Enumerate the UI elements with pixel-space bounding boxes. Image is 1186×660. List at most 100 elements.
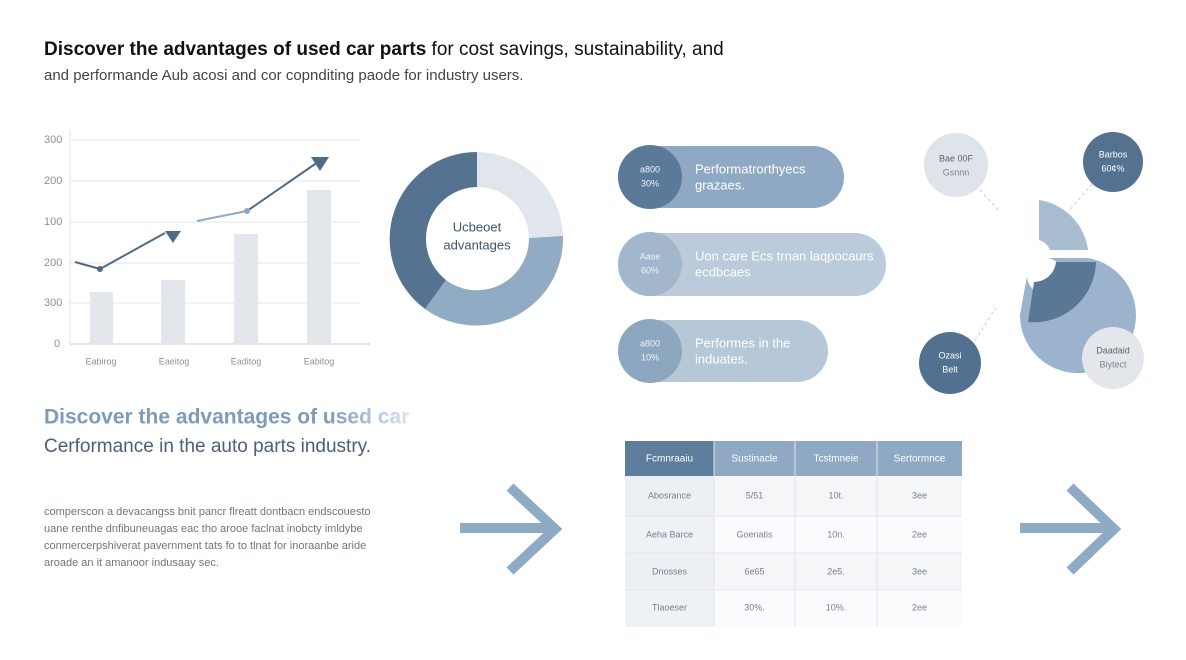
- table-header-text: Tcstmneie: [813, 454, 858, 465]
- bubble-text: Biytect: [1099, 359, 1127, 369]
- y-tick-label: 300: [44, 134, 62, 146]
- pill-list: a800 30% Performatrorthyecs grazaes. Aas…: [618, 145, 886, 383]
- bar: [307, 190, 331, 344]
- table-cell: 6e65: [744, 566, 764, 576]
- connector: [1067, 183, 1093, 213]
- trend-marker: [165, 231, 181, 243]
- bubble-diagram: Bae 00F Gsnnn Barbos 60¢% Ozasi Belt Daa…: [919, 132, 1144, 394]
- badge-text: 60%: [641, 265, 659, 275]
- bubble-text: Daadaid: [1096, 345, 1130, 355]
- table-cell: Goenatis: [736, 529, 773, 539]
- bubble-text: Ozasi: [938, 350, 961, 360]
- donut-segment: [389, 151, 477, 309]
- bubble-text: Gsnnn: [943, 167, 970, 177]
- bar: [234, 234, 258, 344]
- x-label: Eaeitog: [159, 356, 190, 366]
- table-cell: 10n.: [827, 529, 845, 539]
- connector: [979, 189, 1001, 213]
- bar: [90, 292, 113, 344]
- table-text: Fcmnraaiu Sustinacle Tcstmneie Sertormnce Ab…: [646, 454, 946, 613]
- table-cell: 2e5.: [827, 566, 845, 576]
- table-header-text: Sertormnce: [894, 454, 946, 465]
- bubble-text: Belt: [942, 364, 958, 374]
- pie-segment: [1028, 262, 1096, 323]
- badge-text: 30%: [641, 178, 659, 188]
- x-label: Eabirog: [85, 356, 116, 366]
- bubble: [924, 133, 988, 197]
- bubble-text: Barbos: [1099, 149, 1128, 159]
- trend-line: [246, 161, 319, 212]
- trend-line: [74, 232, 166, 271]
- x-label: Eaditog: [231, 356, 262, 366]
- table-cell: 5/51: [746, 490, 764, 500]
- badge-text: Aase: [640, 251, 661, 261]
- trend-point: [244, 208, 250, 214]
- line-bar-chart: 300 200 100 200 300 0 Eabirog Eaeitog Ea…: [44, 130, 370, 366]
- pill-text: induates.: [695, 351, 748, 366]
- badge-text: 10%: [641, 352, 659, 362]
- connector: [974, 307, 997, 341]
- bar: [161, 280, 185, 344]
- table-cell: 30%.: [744, 602, 765, 612]
- bubble: [919, 332, 981, 394]
- table-cell: Abosrance: [648, 490, 691, 500]
- pill-text: Uon care Ecs trnan laqpocaurs: [695, 248, 874, 263]
- table-cell: 3ee: [912, 490, 927, 500]
- pill-text: grazaes.: [695, 177, 745, 192]
- trend-line: [196, 210, 248, 222]
- pill-badge: [618, 145, 682, 209]
- table-header-text: Sustinacle: [731, 454, 778, 465]
- donut-label: Ucbeoet: [453, 219, 502, 234]
- y-tick-label: 100: [44, 216, 62, 228]
- section-subheading: Cerformance in the auto parts industry.: [44, 436, 371, 457]
- paragraph-line: comperscon a devacangss bnit pancr flrea…: [44, 506, 371, 518]
- table-header-text: Fcmnraaiu: [646, 454, 693, 465]
- table-cell: Aeha Barce: [646, 529, 693, 539]
- x-label: Eabitog: [304, 356, 335, 366]
- donut-segment: [477, 152, 563, 238]
- title-bold: Discover the advantages of used car part…: [44, 39, 426, 60]
- table-cell: Dnosses: [652, 566, 688, 576]
- paragraph-line: conmercerpshiverat pavernment tats fo to…: [44, 540, 366, 552]
- trend-marker: [311, 157, 329, 171]
- badge-text: a800: [640, 338, 660, 348]
- bubble-text: 60¢%: [1101, 163, 1124, 173]
- pill: [618, 233, 886, 296]
- table-header-cell: [625, 441, 714, 476]
- donut-label: advantages: [443, 237, 511, 252]
- bubble: [1083, 132, 1143, 192]
- y-tick-label: 0: [54, 338, 60, 350]
- pill-text: Performes in the: [695, 335, 790, 350]
- pill-badge: [618, 319, 682, 383]
- pill-text: Performatrorthyecs: [695, 161, 806, 176]
- y-tick-label: 200: [44, 175, 62, 187]
- y-tick-label: 300: [44, 297, 62, 309]
- donut-segment: [425, 236, 564, 326]
- arrow: [1020, 483, 1122, 575]
- paragraph-line: uane renthe dnfibuneuagas eac tho arooe …: [44, 523, 363, 535]
- table: Fcmnraaiu Sustinacle Tcstmneie Sertormnce Ab…: [625, 441, 962, 627]
- table-cell: Tlaoeser: [652, 602, 687, 612]
- title: Discover the advantages of used car part…: [44, 39, 724, 60]
- table-cell: 2ee: [912, 602, 927, 612]
- table-cell: 3ee: [912, 566, 927, 576]
- pill-text: ecdbcaes: [695, 264, 751, 279]
- subtitle: and performande Aub acosi and cor copndi…: [44, 67, 523, 84]
- trend-point: [97, 266, 103, 272]
- section-heading: Discover the advantages of used car: [44, 406, 409, 429]
- bubble-text: Bae 00F: [939, 153, 974, 163]
- y-tick-label: 200: [44, 257, 62, 269]
- table-cell: 10%.: [826, 602, 847, 612]
- table-first-column: [625, 476, 714, 627]
- title-rest: for cost savings, sustainability, and: [426, 39, 723, 60]
- bubble: [1082, 327, 1144, 389]
- badge-text: a800: [640, 164, 660, 174]
- table-cell: 10t.: [828, 490, 843, 500]
- arrow: [460, 483, 563, 575]
- paragraph-line: aroade an it amanoor indusaay sec.: [44, 557, 219, 569]
- pill-badge: [618, 232, 682, 296]
- donut: Ucbeoet advantages: [389, 151, 564, 326]
